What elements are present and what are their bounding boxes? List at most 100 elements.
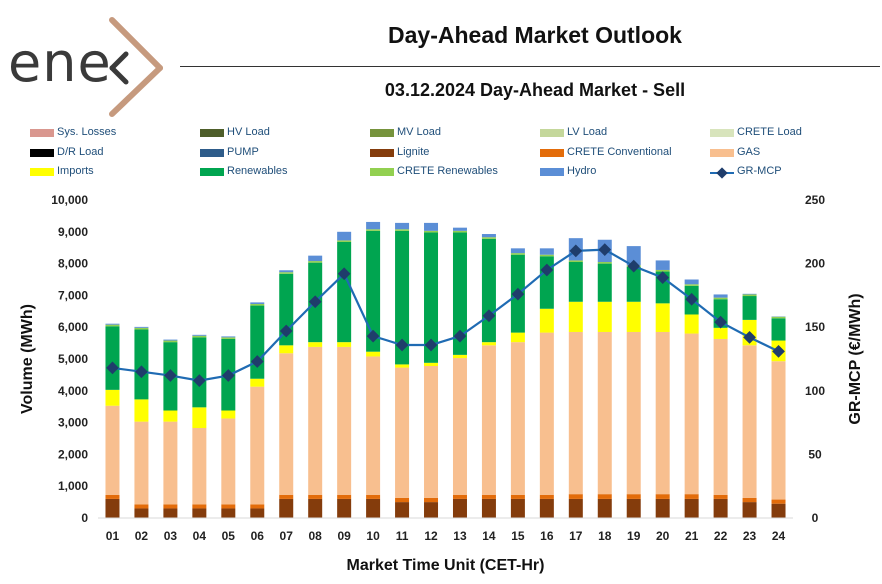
bar-segment-lignite [510,498,525,518]
bar-segment-hydro [134,326,149,328]
bar-segment-crete-conventional [105,494,120,499]
bar-segment-renewables [134,329,149,400]
legend-swatch-pump [200,149,224,157]
mcp-marker [192,374,206,387]
bar-segment-gas [337,346,352,495]
mcp-marker [366,329,380,343]
x-tick-label: 16 [540,529,554,543]
bar-segment-gas [395,367,410,498]
bar-segment-lignite [279,498,294,518]
x-tick-label: 05 [222,529,236,543]
x-tick-label: 23 [743,529,757,543]
bar-segment-crete-renewables [308,261,323,263]
legend-swatch-imports [30,168,54,176]
bar-segment-gas [626,331,641,495]
y-tick-label: 7,000 [58,288,88,302]
legend-swatch-hydro [540,168,564,176]
bar-segment-crete-conventional [626,494,641,499]
bar-segment-lignite [771,503,786,518]
chart-subtitle: 03.12.2024 Day-Ahead Market - Sell [384,80,686,100]
bar-segment-crete-renewables [568,260,583,263]
bar-segment-crete-conventional [452,494,467,499]
bar-segment-lignite [424,502,439,518]
bar-segment-crete-conventional [713,494,728,499]
legend-swatch-crete-conventional [540,149,564,157]
y2-tick-label: 200 [805,257,825,271]
bar-segment-crete-conventional [771,499,786,504]
legend-label: D/R Load [57,146,104,158]
bar-segment-crete-conventional [192,504,207,509]
bar-segment-imports [626,301,641,332]
x-tick-label: 12 [424,529,438,543]
bar-segment-hydro [713,294,728,298]
x-tick-label: 18 [598,529,612,543]
bar-segment-renewables [366,230,381,352]
bar-segment-hydro [510,248,525,254]
bar-segment-renewables [771,318,786,341]
bar-segment-crete-renewables [250,303,265,306]
bar-segment-lignite [452,498,467,518]
bar-segment-hydro [481,234,496,238]
bar-segment-gas [250,386,265,505]
bar-segment-imports [337,342,352,347]
mcp-marker [337,267,351,281]
bar-segment-hydro [655,260,670,270]
bar-segment-imports [221,410,236,419]
bar-segment-crete-renewables [684,284,699,286]
mcp-marker [221,369,235,382]
bar-segment-crete-conventional [568,494,583,499]
bar-segment-crete-renewables [105,324,120,327]
bar-segment-lignite [539,498,554,518]
bar-segment-hydro [539,248,554,255]
mcp-marker [279,324,293,338]
y2-tick-label: 150 [805,320,825,334]
x-tick-label: 07 [280,529,294,543]
bar-segment-renewables [452,232,467,355]
x-tick-label: 04 [193,529,207,543]
bar-segment-renewables [337,241,352,343]
bar-segment-gas [742,345,757,498]
bar-segment-crete-conventional [308,494,323,499]
bar-segment-renewables [424,232,439,363]
bar-segment-hydro [105,323,120,325]
y-tick-label: 9,000 [58,225,88,239]
y-tick-label: 4,000 [58,384,88,398]
bar-segment-imports [134,399,149,422]
bar-segment-lignite [597,498,612,518]
bar-segment-crete-conventional [597,494,612,499]
legend-label: GR-MCP [737,165,782,177]
legend-label: CRETE Renewables [397,165,498,177]
legend-label: MV Load [397,126,442,138]
bar-segment-gas [481,345,496,495]
bar-segment-crete-conventional [163,504,178,509]
bar-segment-imports [395,364,410,368]
x-tick-label: 13 [453,529,467,543]
mcp-marker [482,309,496,323]
mcp-marker [453,329,467,343]
y2-axis-title: GR-MCP (€/MWh) [847,293,864,424]
bar-segment-imports [452,354,467,359]
bar-segment-renewables [105,326,120,390]
bar-segment-crete-renewables [366,229,381,231]
legend-swatch-renewables [200,168,224,176]
x-tick-label: 03 [164,529,178,543]
x-tick-label: 24 [772,529,786,543]
legend-label: Lignite [397,146,430,158]
bar-segment-renewables [568,262,583,302]
legend-swatch-crete-renewables [370,168,394,176]
bar-segment-gas [771,361,786,500]
bar-segment-crete-conventional [481,494,496,499]
bar-segment-crete-renewables [510,253,525,255]
legend-label: Sys. Losses [57,126,117,138]
bar-segment-imports [366,351,381,357]
page-title: Day-Ahead Market Outlook [388,22,682,48]
y-tick-label: 10,000 [51,193,88,207]
bar-segment-lignite [713,498,728,518]
bar-segment-crete-renewables [424,230,439,233]
mcp-marker [106,361,119,375]
x-tick-label: 02 [135,529,149,543]
mcp-marker [395,338,409,352]
bar-segment-gas [192,428,207,505]
legend-swatch-sys-losses [30,129,54,137]
y-tick-label: 1,000 [58,479,88,493]
